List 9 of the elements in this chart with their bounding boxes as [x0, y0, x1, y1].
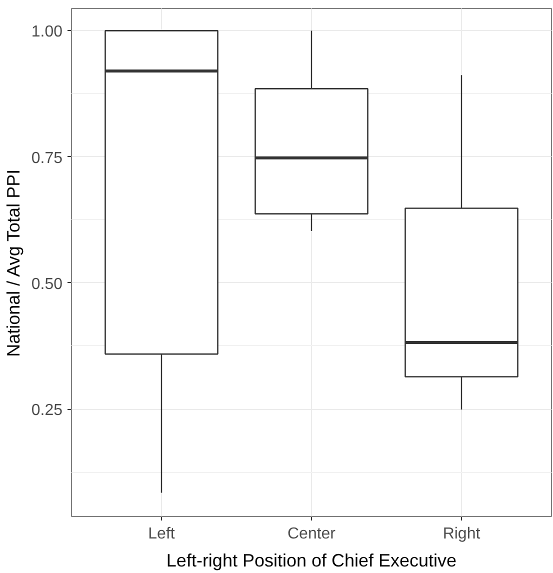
x-tick-label: Left [148, 526, 176, 542]
y-tick-label: 0.50 [31, 276, 63, 293]
y-tick-label: 0.25 [31, 402, 63, 420]
x-tick-label: Center [287, 526, 336, 542]
y-tick-label: 0.75 [31, 150, 63, 167]
y-axis-title: National / Avg Total PPI [3, 169, 24, 357]
x-tick-label: Right [442, 526, 481, 542]
x-axis-title: Left-right Position of Chief Executive [166, 550, 457, 570]
y-tick-label: 1.00 [31, 24, 63, 41]
